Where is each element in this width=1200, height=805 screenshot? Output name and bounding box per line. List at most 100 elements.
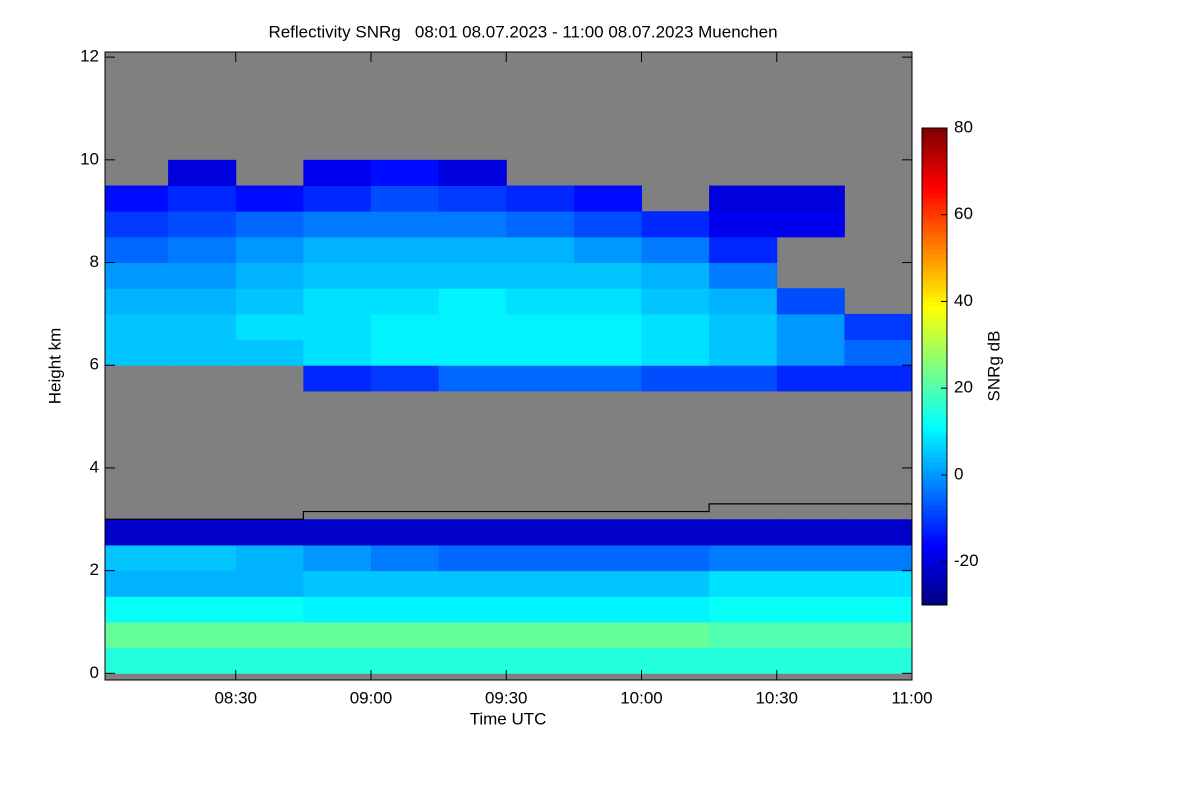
colorbar-swatch bbox=[922, 453, 947, 459]
heatmap-cell bbox=[844, 647, 912, 674]
heatmap-cell bbox=[303, 159, 372, 187]
heatmap-cell bbox=[709, 570, 778, 597]
heatmap-cell bbox=[370, 185, 440, 212]
heatmap-cell bbox=[438, 544, 507, 572]
heatmap-cell bbox=[168, 339, 237, 366]
colorbar-swatch bbox=[922, 258, 947, 263]
colorbar-swatch bbox=[922, 409, 947, 415]
heatmap-cell bbox=[303, 544, 372, 572]
heatmap-cell bbox=[235, 288, 304, 315]
colorbar-swatch bbox=[922, 496, 947, 502]
heatmap-cell bbox=[709, 288, 778, 315]
heatmap-cell bbox=[776, 544, 845, 572]
y-tick-label: 10 bbox=[80, 149, 99, 168]
heatmap-cell bbox=[235, 262, 304, 289]
heatmap-cell bbox=[641, 236, 710, 264]
colorbar-swatch bbox=[922, 388, 947, 394]
heatmap-cell bbox=[573, 185, 642, 212]
colorbar-swatch bbox=[922, 344, 947, 350]
colorbar-swatch bbox=[922, 318, 947, 324]
heatmap-cell bbox=[573, 262, 642, 289]
heatmap-cell bbox=[438, 313, 507, 341]
heatmap-cell bbox=[506, 288, 575, 315]
colorbar-swatch bbox=[922, 561, 947, 567]
heatmap-cell bbox=[844, 365, 912, 392]
colorbar-tick-label: 0 bbox=[954, 464, 963, 483]
colorbar-swatch bbox=[922, 210, 947, 216]
colorbar-swatch bbox=[922, 457, 947, 463]
colorbar-swatch bbox=[922, 548, 947, 554]
colorbar-swatch bbox=[922, 253, 947, 259]
colorbar-swatch bbox=[922, 284, 947, 289]
heatmap-cell bbox=[776, 570, 845, 597]
heatmap-cell bbox=[303, 185, 372, 212]
heatmap-cell bbox=[641, 519, 710, 546]
colorbar-swatch bbox=[922, 509, 947, 515]
colorbar-swatch bbox=[922, 349, 947, 354]
heatmap-cell bbox=[438, 365, 507, 392]
heatmap-cell bbox=[506, 185, 575, 212]
colorbar-swatch bbox=[922, 201, 947, 207]
colorbar-swatch bbox=[922, 440, 947, 446]
heatmap-cell bbox=[438, 647, 507, 674]
colorbar-swatch bbox=[922, 427, 947, 433]
colorbar-swatch bbox=[922, 245, 947, 250]
heatmap-cell bbox=[370, 519, 440, 546]
heatmap-cell bbox=[105, 185, 169, 212]
colorbar-swatch bbox=[922, 422, 947, 428]
heatmap-cell bbox=[573, 570, 642, 597]
colorbar-swatch bbox=[922, 223, 947, 229]
heatmap-cell bbox=[168, 211, 237, 238]
heatmap-cell bbox=[506, 262, 575, 289]
colorbar-swatch bbox=[922, 331, 947, 337]
heatmap-cell bbox=[573, 339, 642, 366]
heatmap-cell bbox=[506, 365, 575, 392]
threshold-line bbox=[105, 503, 912, 520]
heatmap-cell bbox=[370, 262, 440, 289]
heatmap-cell bbox=[641, 544, 710, 572]
colorbar-swatch bbox=[922, 474, 947, 480]
heatmap-cell bbox=[709, 339, 778, 366]
y-tick-label: 0 bbox=[90, 663, 99, 682]
colorbar-swatch bbox=[922, 526, 947, 532]
heatmap-cell bbox=[370, 647, 440, 674]
colorbar-swatch bbox=[922, 414, 947, 420]
colorbar-swatch bbox=[922, 591, 947, 597]
colorbar-swatch bbox=[922, 366, 947, 372]
heatmap-cell bbox=[438, 262, 507, 289]
heatmap-cell bbox=[573, 647, 642, 674]
heatmap-cell bbox=[573, 236, 642, 264]
colorbar-swatch bbox=[922, 461, 947, 467]
colorbar-swatch bbox=[922, 435, 947, 441]
heatmap-cell bbox=[641, 262, 710, 289]
colorbar-swatch bbox=[922, 206, 947, 211]
colorbar-swatch bbox=[922, 171, 947, 177]
heatmap-cell bbox=[573, 211, 642, 238]
heatmap-cell bbox=[235, 647, 304, 674]
heatmap-cell bbox=[438, 519, 507, 546]
plot-frame bbox=[104, 51, 913, 681]
y-axis-label: Height km bbox=[45, 328, 64, 405]
heatmap-cell bbox=[844, 544, 912, 572]
heatmap-cell bbox=[641, 365, 710, 392]
y-tick-label: 2 bbox=[90, 560, 99, 579]
heatmap-cell bbox=[235, 519, 304, 546]
heatmap-cell bbox=[438, 596, 507, 623]
colorbar-swatch bbox=[922, 574, 947, 580]
heatmap-cell bbox=[168, 185, 237, 212]
heatmap-cell bbox=[168, 159, 237, 187]
heatmap-cell bbox=[303, 621, 372, 649]
colorbar-swatch bbox=[922, 336, 947, 341]
heatmap-cell bbox=[506, 596, 575, 623]
colorbar-swatch bbox=[922, 470, 947, 476]
colorbar-tick-label: 60 bbox=[954, 204, 973, 223]
heatmap-cell bbox=[370, 596, 440, 623]
heatmap-cell bbox=[105, 596, 169, 623]
colorbar-swatch bbox=[922, 249, 947, 255]
heatmap-cell bbox=[105, 288, 169, 315]
heatmap-cell bbox=[168, 596, 237, 623]
heatmap-cell bbox=[168, 519, 237, 546]
colorbar-swatch bbox=[922, 418, 947, 424]
colorbar-swatch bbox=[922, 444, 947, 450]
x-tick-label: 11:00 bbox=[891, 688, 932, 707]
